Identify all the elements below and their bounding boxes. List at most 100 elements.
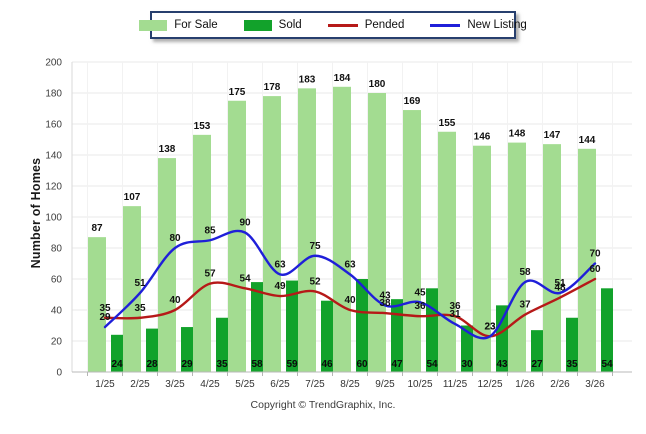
bar-for-sale bbox=[263, 96, 281, 372]
sold-value-label: 27 bbox=[531, 359, 543, 370]
x-tick-label: 2/25 bbox=[130, 379, 150, 390]
pended-value-label: 35 bbox=[99, 303, 111, 314]
sold-value-label: 29 bbox=[181, 359, 193, 370]
for-sale-value-label: 87 bbox=[91, 223, 103, 234]
y-tick-label: 60 bbox=[51, 275, 63, 286]
sold-value-label: 54 bbox=[601, 359, 613, 370]
new-listing-value-label: 90 bbox=[239, 218, 251, 229]
sold-value-label: 58 bbox=[251, 359, 263, 370]
bar-sold bbox=[391, 299, 403, 372]
bar-sold bbox=[146, 328, 158, 372]
x-tick-label: 3/26 bbox=[585, 379, 605, 390]
legend-label-new-listing: New Listing bbox=[467, 19, 527, 31]
bar-for-sale bbox=[193, 134, 211, 372]
sold-value-label: 46 bbox=[321, 359, 333, 370]
legend-item-new-listing[interactable]: New Listing bbox=[430, 19, 527, 31]
bar-for-sale bbox=[228, 100, 246, 372]
pended-value-label: 57 bbox=[204, 269, 216, 280]
bar-sold bbox=[321, 300, 333, 372]
sold-value-label: 35 bbox=[216, 359, 228, 370]
pended-value-label: 52 bbox=[309, 276, 321, 287]
sold-swatch-icon bbox=[243, 19, 272, 31]
x-tick-label: 1/26 bbox=[515, 379, 535, 390]
for-sale-value-label: 155 bbox=[439, 118, 456, 129]
pended-value-label: 48 bbox=[554, 283, 566, 294]
bar-sold bbox=[531, 330, 543, 372]
y-axis-title: Number of Homes bbox=[29, 157, 43, 269]
bar-sold bbox=[461, 325, 473, 372]
sold-value-label: 28 bbox=[146, 359, 158, 370]
bar-for-sale bbox=[473, 145, 491, 372]
new-listing-value-label: 85 bbox=[204, 225, 216, 236]
for-sale-value-label: 169 bbox=[404, 96, 421, 107]
for-sale-value-label: 138 bbox=[159, 144, 176, 155]
legend-item-sold[interactable]: Sold bbox=[243, 19, 302, 31]
x-tick-label: 8/25 bbox=[340, 379, 360, 390]
legend-item-pended[interactable]: Pended bbox=[327, 19, 404, 31]
pended-value-label: 49 bbox=[274, 281, 286, 292]
pended-value-label: 40 bbox=[344, 295, 356, 306]
sold-value-label: 30 bbox=[461, 359, 473, 370]
x-tick-label: 5/25 bbox=[235, 379, 255, 390]
new-listing-value-label: 58 bbox=[519, 267, 531, 278]
x-tick-label: 6/25 bbox=[270, 379, 290, 390]
x-tick-label: 12/25 bbox=[477, 379, 502, 390]
new-listing-value-label: 51 bbox=[554, 278, 566, 289]
pended-line-swatch-icon bbox=[327, 23, 358, 27]
pended-value-label: 23 bbox=[484, 321, 496, 332]
x-tick-label: 3/25 bbox=[165, 379, 185, 390]
pended-value-label: 40 bbox=[169, 295, 181, 306]
x-tick-label: 1/25 bbox=[95, 379, 115, 390]
new-listing-value-label: 23 bbox=[484, 321, 496, 332]
x-tick-label: 10/25 bbox=[407, 379, 432, 390]
x-tick-label: 2/26 bbox=[550, 379, 570, 390]
for-sale-value-label: 147 bbox=[544, 130, 561, 141]
pended-value-label: 60 bbox=[589, 264, 601, 275]
for-sale-value-label: 148 bbox=[509, 129, 526, 140]
x-tick-label: 7/25 bbox=[305, 379, 325, 390]
sold-value-label: 47 bbox=[391, 359, 403, 370]
y-tick-label: 180 bbox=[45, 89, 62, 100]
new-listing-line-swatch-icon bbox=[430, 23, 461, 27]
for-sale-value-label: 175 bbox=[229, 87, 246, 98]
bar-for-sale bbox=[543, 144, 561, 372]
new-listing-value-label: 63 bbox=[274, 259, 286, 270]
for-sale-value-label: 146 bbox=[474, 132, 491, 143]
bar-for-sale bbox=[123, 206, 141, 372]
bar-for-sale bbox=[158, 158, 176, 372]
y-tick-label: 120 bbox=[45, 182, 62, 193]
for-sale-value-label: 183 bbox=[299, 74, 316, 85]
sold-value-label: 54 bbox=[426, 359, 438, 370]
y-tick-label: 200 bbox=[45, 58, 62, 69]
bar-sold bbox=[251, 282, 263, 372]
new-listing-line bbox=[103, 229, 597, 340]
x-tick-label: 11/25 bbox=[443, 379, 468, 390]
for-sale-value-label: 180 bbox=[369, 79, 386, 90]
pended-value-label: 36 bbox=[414, 301, 426, 312]
bar-sold bbox=[216, 317, 228, 372]
new-listing-value-label: 29 bbox=[99, 312, 111, 323]
new-listing-value-label: 43 bbox=[379, 290, 391, 301]
new-listing-value-label: 45 bbox=[414, 287, 426, 298]
for-sale-value-label: 178 bbox=[264, 82, 281, 93]
new-listing-value-label: 80 bbox=[169, 233, 181, 244]
pended-value-label: 37 bbox=[519, 300, 531, 311]
for-sale-swatch-icon bbox=[139, 19, 168, 31]
new-listing-value-label: 51 bbox=[134, 278, 146, 289]
sold-value-label: 60 bbox=[356, 359, 368, 370]
sold-value-label: 24 bbox=[111, 359, 123, 370]
y-tick-label: 20 bbox=[51, 337, 63, 348]
pended-value-label: 54 bbox=[239, 273, 251, 284]
pended-line bbox=[103, 277, 597, 338]
bar-sold bbox=[566, 317, 578, 372]
bar-sold bbox=[601, 288, 613, 372]
bar-for-sale bbox=[88, 237, 106, 372]
y-tick-label: 80 bbox=[51, 244, 63, 255]
legend-item-for-sale[interactable]: For Sale bbox=[139, 19, 218, 31]
legend-label-for-sale: For Sale bbox=[174, 19, 218, 31]
legend-label-sold: Sold bbox=[278, 19, 302, 31]
bar-sold bbox=[286, 280, 298, 372]
chart-legend: For Sale Sold Pended New Listing bbox=[139, 11, 527, 39]
y-tick-label: 100 bbox=[45, 213, 62, 224]
